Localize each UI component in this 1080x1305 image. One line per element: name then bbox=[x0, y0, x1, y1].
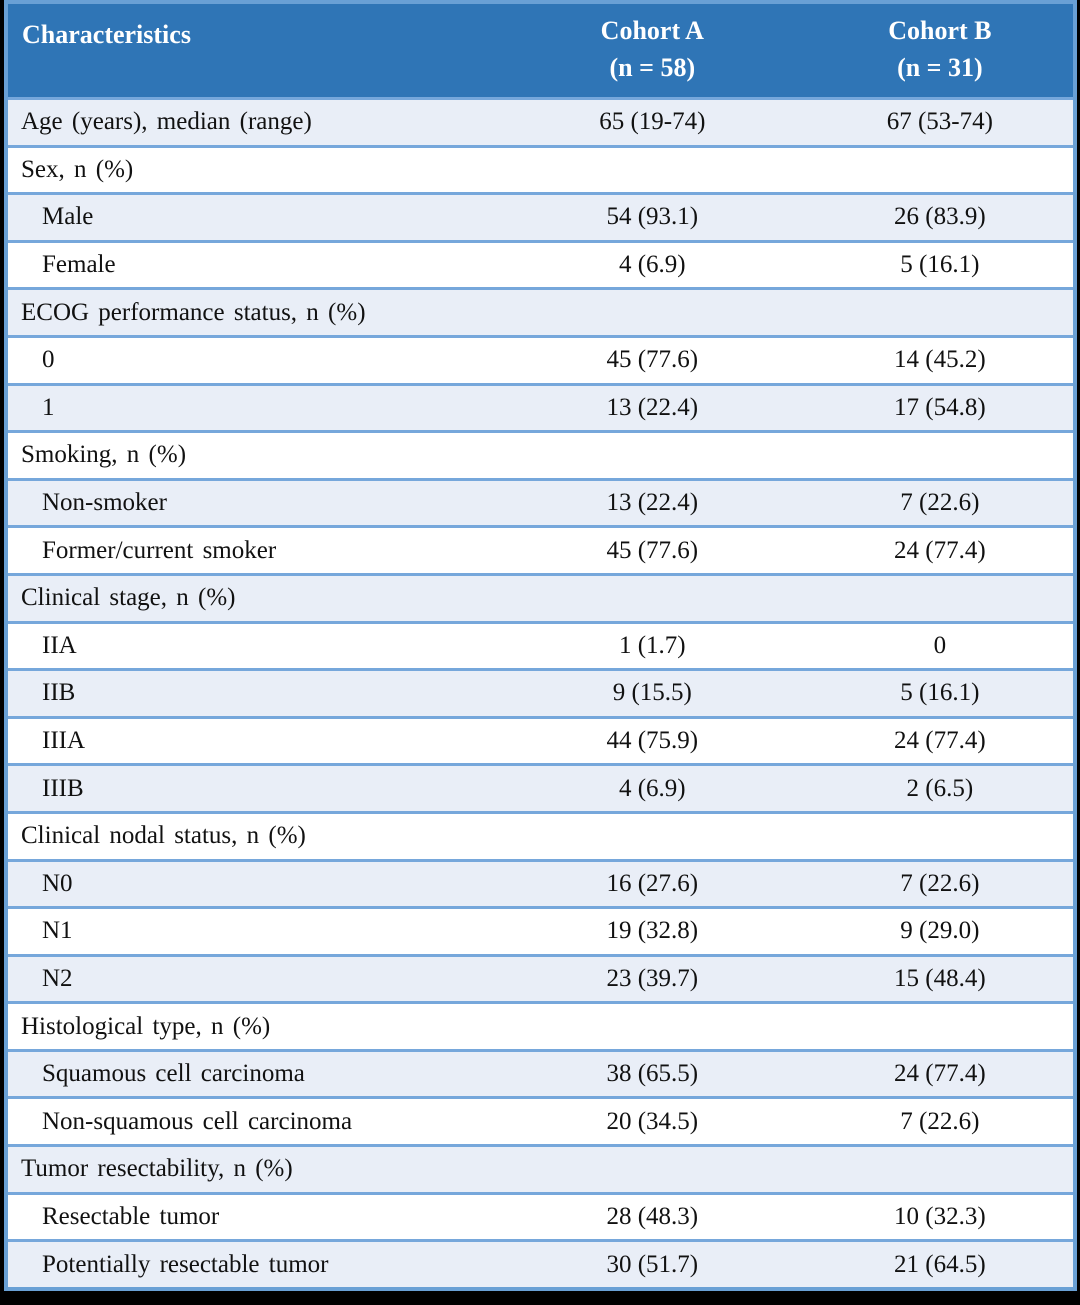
cohort-a-value: 30 (51.7) bbox=[606, 1250, 699, 1278]
cohort-b-name: Cohort B bbox=[888, 16, 992, 45]
row-label: Non-smoker bbox=[42, 489, 167, 517]
row-label: N0 bbox=[42, 869, 73, 897]
cohort-a-value: 19 (32.8) bbox=[606, 917, 699, 945]
cohort-b-value: 7 (22.6) bbox=[900, 1107, 980, 1135]
cohort-a-value: 13 (22.4) bbox=[606, 489, 699, 517]
table-row: Non-smoker 13 (22.4) 7 (22.6) bbox=[8, 477, 1073, 526]
table-header-row: Characteristics Cohort A (n = 58) Cohort… bbox=[8, 4, 1073, 97]
cohort-b-value: 24 (77.4) bbox=[894, 727, 986, 755]
cohort-b-n-count: (n = 31) bbox=[897, 53, 983, 82]
row-label: Former/current smoker bbox=[42, 536, 277, 564]
table-row: 1 13 (22.4) 17 (54.8) bbox=[8, 382, 1073, 431]
cohort-a-value: 13 (22.4) bbox=[606, 393, 699, 421]
patient-characteristics-table: Characteristics Cohort A (n = 58) Cohort… bbox=[4, 0, 1077, 1291]
table-row: Sex, n (%) bbox=[8, 144, 1073, 193]
row-label: Female bbox=[42, 251, 116, 279]
row-label: Male bbox=[42, 203, 94, 231]
table-row: Age (years), median (range) 65 (19-74) 6… bbox=[8, 97, 1073, 145]
cohort-b-value: 5 (16.1) bbox=[900, 679, 980, 707]
cohort-b-value: 9 (29.0) bbox=[900, 917, 980, 945]
table-row: IIB 9 (15.5) 5 (16.1) bbox=[8, 668, 1073, 716]
table-row: IIA 1 (1.7) 0 bbox=[8, 620, 1073, 669]
row-label: Tumor resectability, n (%) bbox=[21, 1155, 293, 1183]
table-row: Non-squamous cell carcinoma 20 (34.5) 7 … bbox=[8, 1096, 1073, 1145]
table-row: IIIB 4 (6.9) 2 (6.5) bbox=[8, 763, 1073, 811]
table-row: Clinical nodal status, n (%) bbox=[8, 810, 1073, 859]
cohort-a-value: 45 (77.6) bbox=[606, 346, 699, 374]
cohort-b-value: 67 (53-74) bbox=[886, 108, 993, 136]
table-row: Tumor resectability, n (%) bbox=[8, 1144, 1073, 1192]
cohort-b-value: 2 (6.5) bbox=[906, 774, 974, 802]
table-body: Age (years), median (range) 65 (19-74) 6… bbox=[8, 97, 1073, 1287]
row-label: IIB bbox=[42, 679, 76, 707]
table-row: Histological type, n (%) bbox=[8, 1001, 1073, 1049]
column-header-cohort-b: Cohort B (n = 31) bbox=[807, 4, 1073, 97]
row-label: Clinical stage, n (%) bbox=[21, 584, 236, 612]
table-row: N2 23 (39.7) 15 (48.4) bbox=[8, 953, 1073, 1002]
cohort-b-value: 5 (16.1) bbox=[900, 251, 980, 279]
cohort-b-value: 0 bbox=[933, 631, 947, 659]
cohort-a-value: 9 (15.5) bbox=[612, 679, 692, 707]
row-label: Sex, n (%) bbox=[21, 155, 134, 183]
column-header-cohort-a: Cohort A (n = 58) bbox=[498, 4, 807, 97]
row-label: ECOG performance status, n (%) bbox=[21, 298, 366, 326]
cohort-b-value: 24 (77.4) bbox=[894, 536, 986, 564]
cohort-b-value: 15 (48.4) bbox=[894, 964, 986, 992]
row-label: 1 bbox=[42, 393, 55, 421]
row-label: IIIB bbox=[42, 774, 84, 802]
row-label: Resectable tumor bbox=[42, 1202, 220, 1230]
cohort-a-value: 28 (48.3) bbox=[606, 1202, 699, 1230]
table-row: 0 45 (77.6) 14 (45.2) bbox=[8, 334, 1073, 383]
table-row: Resectable tumor 28 (48.3) 10 (32.3) bbox=[8, 1191, 1073, 1240]
row-label: N2 bbox=[42, 964, 73, 992]
cohort-b-value: 21 (64.5) bbox=[894, 1250, 986, 1278]
row-label: IIA bbox=[42, 631, 77, 659]
table-row: Male 54 (93.1) 26 (83.9) bbox=[8, 192, 1073, 240]
cohort-b-value: 26 (83.9) bbox=[894, 203, 986, 231]
cohort-a-value: 44 (75.9) bbox=[606, 727, 699, 755]
table-row: IIIA 44 (75.9) 24 (77.4) bbox=[8, 715, 1073, 764]
cohort-b-value: 24 (77.4) bbox=[894, 1060, 986, 1088]
cohort-a-value: 1 (1.7) bbox=[618, 631, 686, 659]
row-label: IIIA bbox=[42, 727, 86, 755]
cohort-a-value: 20 (34.5) bbox=[606, 1107, 699, 1135]
table-row: Smoking, n (%) bbox=[8, 430, 1073, 478]
table-row: Potentially resectable tumor 30 (51.7) 2… bbox=[8, 1239, 1073, 1287]
table-row: Squamous cell carcinoma 38 (65.5) 24 (77… bbox=[8, 1048, 1073, 1097]
row-label: 0 bbox=[42, 346, 55, 374]
row-label: Age (years), median (range) bbox=[21, 108, 312, 136]
row-label: Squamous cell carcinoma bbox=[42, 1060, 305, 1088]
cohort-a-value: 4 (6.9) bbox=[618, 774, 686, 802]
cohort-a-value: 23 (39.7) bbox=[606, 964, 699, 992]
cohort-b-value: 14 (45.2) bbox=[894, 346, 986, 374]
cohort-a-value: 54 (93.1) bbox=[606, 203, 699, 231]
cohort-b-value: 7 (22.6) bbox=[900, 489, 980, 517]
table-row: ECOG performance status, n (%) bbox=[8, 287, 1073, 335]
row-label: Potentially resectable tumor bbox=[42, 1250, 329, 1278]
cohort-b-value: 7 (22.6) bbox=[900, 869, 980, 897]
table-row: N1 19 (32.8) 9 (29.0) bbox=[8, 906, 1073, 954]
cohort-a-value: 16 (27.6) bbox=[606, 869, 699, 897]
cohort-a-n-count: (n = 58) bbox=[609, 53, 696, 82]
column-header-characteristics: Characteristics bbox=[22, 20, 191, 49]
row-label: Histological type, n (%) bbox=[21, 1012, 271, 1040]
cohort-a-name: Cohort A bbox=[600, 16, 704, 45]
table-row: Former/current smoker 45 (77.6) 24 (77.4… bbox=[8, 525, 1073, 573]
table-row: Female 4 (6.9) 5 (16.1) bbox=[8, 239, 1073, 288]
cohort-a-value: 65 (19-74) bbox=[599, 108, 706, 136]
row-label: N1 bbox=[42, 917, 73, 945]
cohort-b-value: 10 (32.3) bbox=[894, 1202, 986, 1230]
row-label: Non-squamous cell carcinoma bbox=[42, 1107, 353, 1135]
row-label: Smoking, n (%) bbox=[21, 441, 187, 469]
cohort-a-value: 4 (6.9) bbox=[618, 251, 686, 279]
table-row: Clinical stage, n (%) bbox=[8, 572, 1073, 621]
row-label: Clinical nodal status, n (%) bbox=[21, 822, 306, 850]
cohort-a-value: 38 (65.5) bbox=[606, 1060, 699, 1088]
table-row: N0 16 (27.6) 7 (22.6) bbox=[8, 858, 1073, 907]
cohort-a-value: 45 (77.6) bbox=[606, 536, 699, 564]
cohort-b-value: 17 (54.8) bbox=[894, 393, 986, 421]
